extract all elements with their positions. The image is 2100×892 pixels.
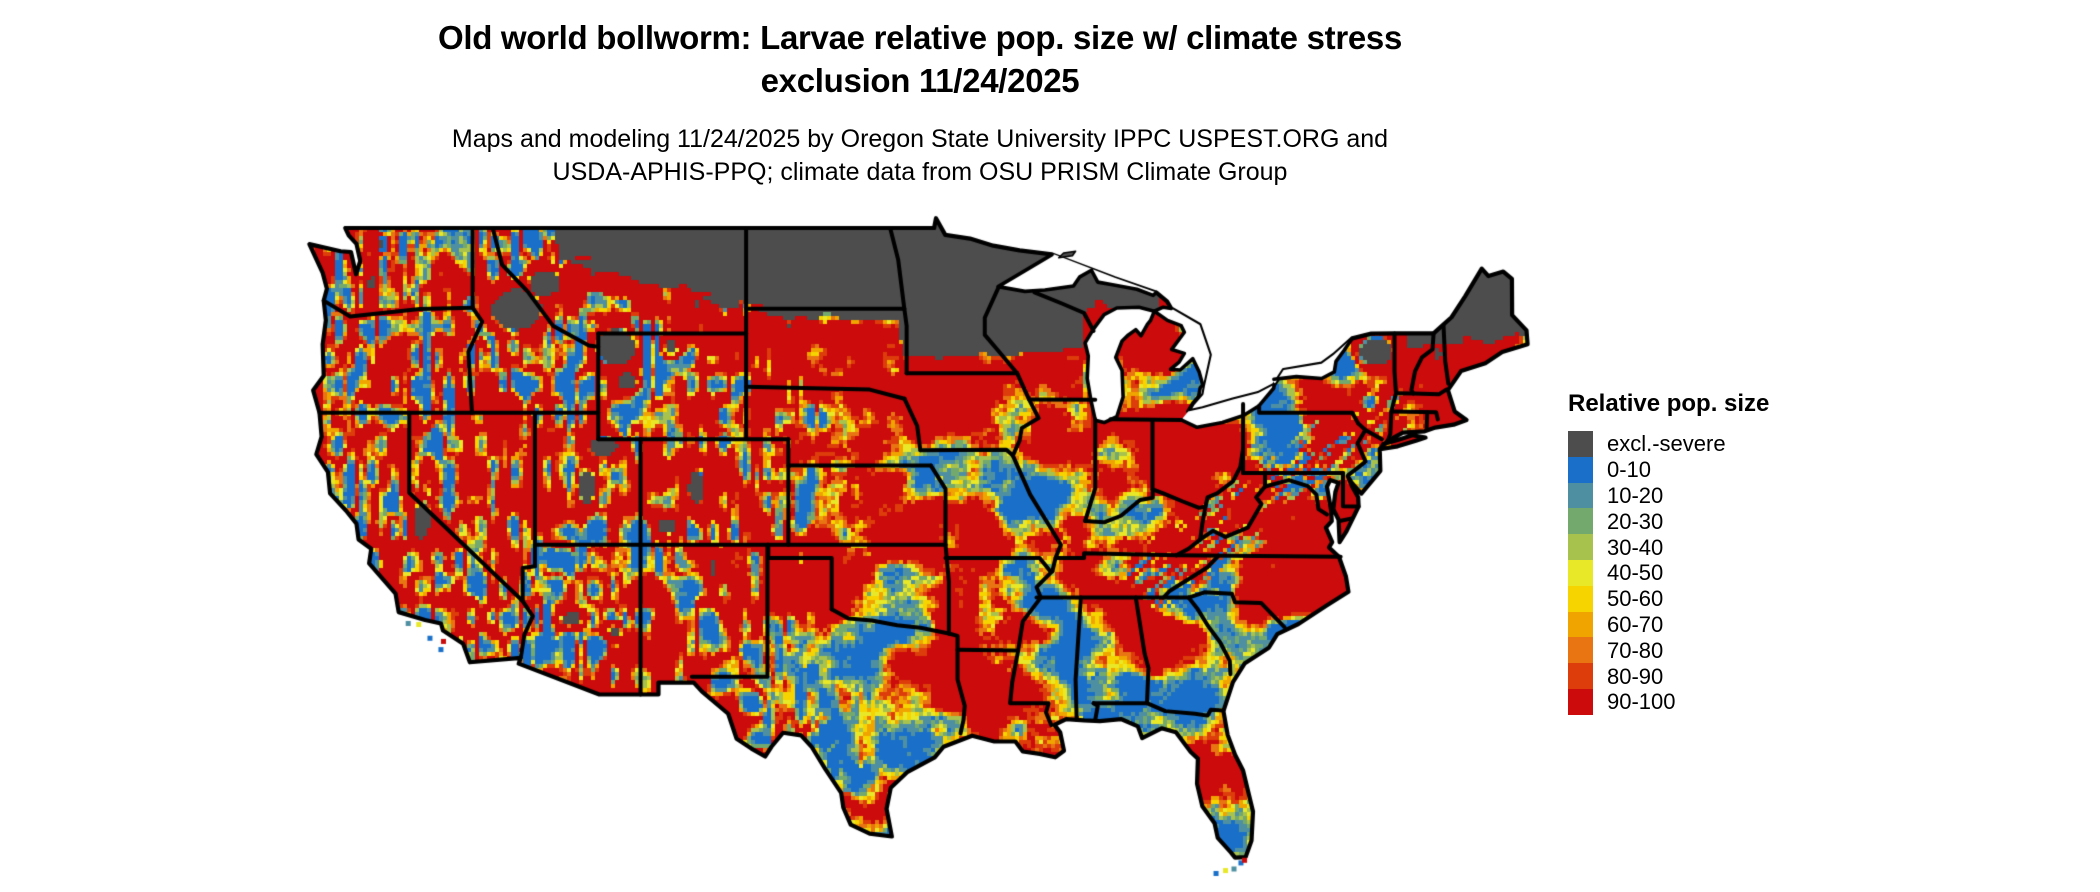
legend-class-label: 10-20 — [1607, 482, 1664, 508]
legend-swatch — [1568, 508, 1593, 535]
legend-class-label: 50-60 — [1607, 586, 1664, 612]
legend-swatch — [1568, 431, 1593, 457]
legend-class-label: excl.-severe — [1607, 431, 1726, 457]
page-subtitle: Maps and modeling 11/24/2025 by Oregon S… — [260, 123, 1580, 189]
legend-swatch — [1568, 456, 1593, 483]
legend-row: 60-70 — [1568, 611, 1998, 638]
legend-class-label: 90-100 — [1607, 689, 1676, 715]
legend-swatch — [1568, 482, 1593, 509]
legend-swatch — [1568, 585, 1593, 612]
page-subtitle-line1: Maps and modeling 11/24/2025 by Oregon S… — [451, 125, 1389, 153]
legend-swatch — [1568, 637, 1593, 664]
legend-rows: excl.-severe 0-10 10-20 20-30 30-40 40-50 50-6… — [1568, 431, 1998, 715]
legend-row: 10-20 — [1568, 482, 1998, 509]
legend-title: Relative pop. size — [1568, 390, 1770, 417]
legend-row: 20-30 — [1568, 508, 1998, 535]
legend-class-label: 0-10 — [1607, 457, 1652, 483]
legend-swatch — [1568, 534, 1593, 560]
legend-class-label: 60-70 — [1607, 611, 1664, 637]
legend-class-label: 40-50 — [1607, 560, 1664, 586]
page-subtitle-line2: USDA-APHIS-PPQ; climate data from OSU PR… — [552, 158, 1288, 186]
legend-class-label: 30-40 — [1607, 534, 1664, 560]
legend-row: 90-100 — [1568, 688, 1998, 715]
legend-swatch — [1568, 688, 1593, 715]
legend-swatch — [1568, 663, 1593, 689]
map-header: Old world bollworm: Larvae relative pop.… — [260, 16, 1580, 189]
legend-row: 0-10 — [1568, 456, 1998, 483]
us-conus-heatmap-canvas — [295, 212, 1545, 884]
legend-row: 50-60 — [1568, 585, 1998, 612]
legend-swatch — [1568, 559, 1593, 586]
legend-row: 80-90 — [1568, 663, 1998, 689]
legend-row: excl.-severe — [1568, 431, 1998, 457]
legend-class-label: 80-90 — [1607, 663, 1664, 689]
legend-row: 70-80 — [1568, 637, 1998, 664]
legend-row: 40-50 — [1568, 559, 1998, 586]
legend-class-label: 70-80 — [1607, 637, 1664, 663]
legend-class-label: 20-30 — [1607, 508, 1664, 534]
page-title-line2: exclusion 11/24/2025 — [760, 62, 1080, 99]
page-title-line1: Old world bollworm: Larvae relative pop.… — [437, 19, 1403, 56]
legend-row: 30-40 — [1568, 534, 1998, 560]
legend-swatch — [1568, 611, 1593, 638]
page-title: Old world bollworm: Larvae relative pop.… — [260, 16, 1580, 102]
legend: Relative pop. size excl.-severe 0-10 10-20… — [1568, 390, 1998, 715]
